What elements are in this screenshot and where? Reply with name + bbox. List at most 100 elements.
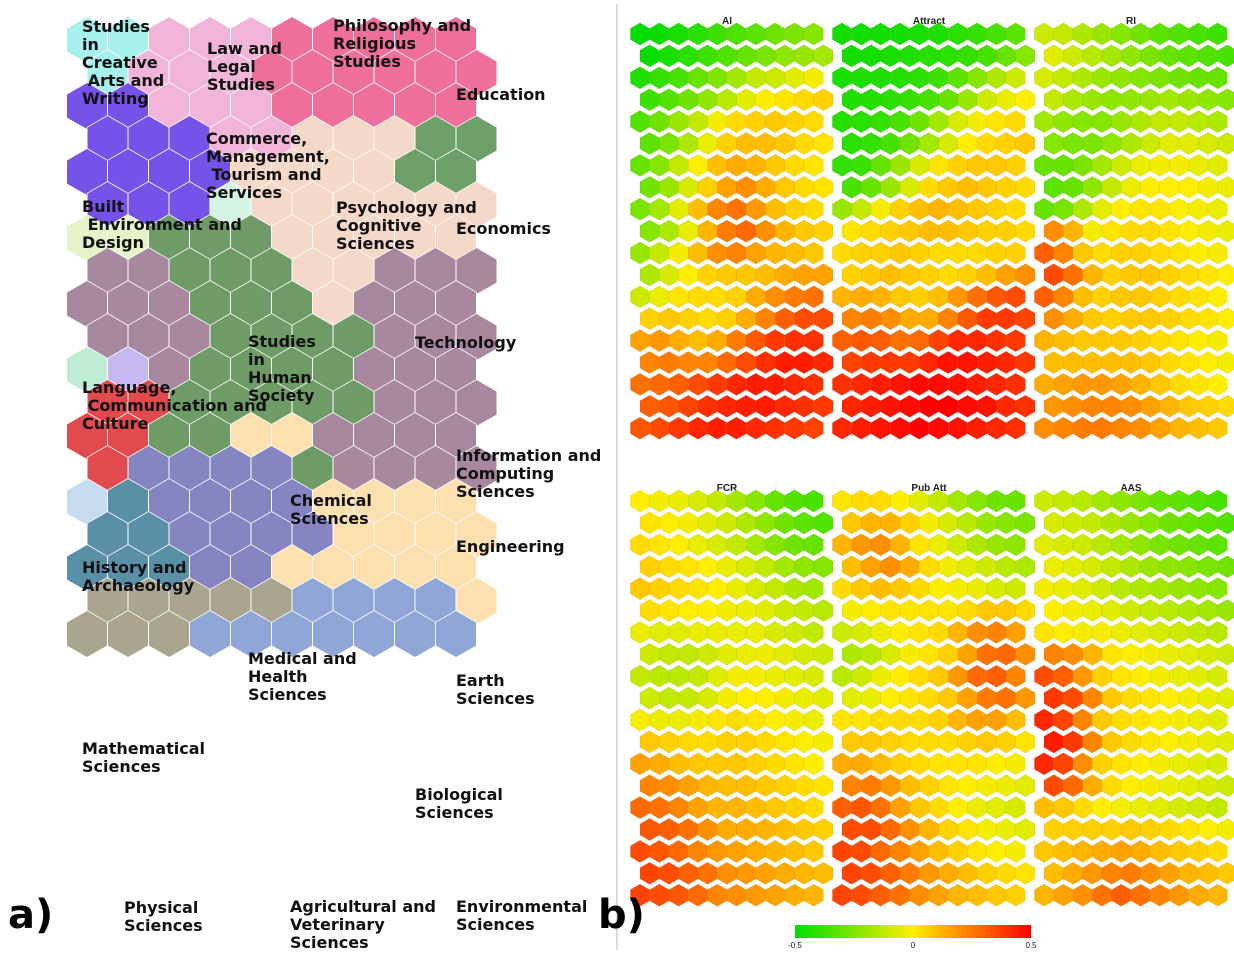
component-cell — [649, 241, 670, 265]
component-cell — [967, 110, 987, 133]
component-cell — [755, 175, 776, 199]
component-cell — [649, 110, 670, 133]
component-cell — [1005, 664, 1026, 688]
component-cell — [716, 44, 737, 68]
component-cell — [707, 664, 728, 688]
component-cell — [1188, 489, 1209, 513]
component-cell — [1149, 840, 1170, 863]
component-cell — [678, 511, 699, 535]
component-cell — [668, 883, 689, 907]
component-cell — [726, 752, 747, 776]
component-cell — [803, 577, 824, 600]
component-cell — [909, 110, 930, 133]
component-cell — [678, 132, 699, 155]
component-cell — [928, 329, 949, 352]
component-cell — [986, 154, 1007, 177]
component-cell — [1120, 730, 1141, 754]
component-cell — [947, 241, 968, 265]
component-cell — [1159, 307, 1180, 331]
component-cell — [1082, 44, 1103, 68]
component-cell — [1082, 861, 1103, 885]
component-cell — [909, 22, 930, 46]
component-cell — [1169, 416, 1189, 440]
component-cell — [861, 642, 881, 666]
component-cell — [1217, 861, 1234, 885]
component-cell — [967, 241, 987, 265]
component-cell — [1140, 44, 1161, 68]
component-cell — [861, 175, 881, 199]
component-cell — [899, 730, 920, 754]
component-cell — [1130, 621, 1151, 644]
component-cell — [957, 642, 978, 666]
component-cell — [880, 511, 901, 535]
component-cell — [1207, 373, 1228, 396]
component-cell — [1101, 555, 1122, 579]
component-cell — [765, 708, 785, 732]
component-cell — [668, 416, 689, 440]
component-cell — [784, 577, 805, 600]
component-cell — [1149, 110, 1170, 133]
component-plane: Pub Att — [832, 483, 1036, 907]
component-cell — [1188, 796, 1209, 819]
component-cell — [630, 577, 650, 600]
component-cell — [1034, 621, 1054, 644]
component-cell — [1034, 752, 1054, 776]
component-cell — [928, 840, 949, 863]
component-cell — [736, 774, 757, 798]
component-cell — [1217, 555, 1234, 579]
component-cell — [630, 197, 650, 221]
component-cell — [909, 197, 930, 221]
component-cell — [841, 599, 862, 622]
component-cell — [1034, 883, 1054, 907]
component-cell — [765, 796, 785, 819]
component-cell — [803, 840, 824, 863]
component-cell — [774, 861, 795, 885]
component-cell — [688, 66, 708, 90]
component-cell — [1169, 577, 1189, 600]
component-cell — [726, 416, 747, 440]
component-cell — [1198, 730, 1218, 754]
component-cell — [996, 861, 1016, 885]
component-cell — [1072, 416, 1093, 440]
component-cell — [1043, 511, 1064, 535]
component-cell — [928, 154, 949, 177]
component-cell — [1188, 197, 1209, 221]
cluster-labels: Studies in Creative Arts and Writing Law an… — [82, 16, 601, 952]
component-cell — [630, 373, 650, 396]
component-cell — [1053, 796, 1074, 819]
component-cell — [986, 621, 1007, 644]
component-cell — [1072, 664, 1093, 688]
component-cell — [1063, 394, 1083, 418]
component-cell — [736, 599, 757, 622]
component-cell — [1111, 241, 1132, 265]
component-cell — [697, 394, 718, 418]
component-cell — [1169, 197, 1189, 221]
component-cell — [1092, 66, 1112, 90]
component-cell — [1120, 642, 1141, 666]
component-cell — [890, 22, 910, 46]
component-cell — [832, 664, 852, 688]
component-cell — [1120, 686, 1141, 710]
component-cell — [967, 840, 987, 863]
component-cell — [1188, 66, 1209, 90]
component-cell — [870, 197, 891, 221]
component-cell — [1043, 132, 1064, 155]
component-cell — [716, 555, 737, 579]
component-cell — [1178, 175, 1199, 199]
component-cell — [909, 241, 930, 265]
component-cell — [803, 110, 824, 133]
component-cell — [1120, 44, 1141, 68]
component-cell — [784, 66, 805, 90]
component-cell — [1178, 511, 1199, 535]
component-cell — [630, 66, 650, 90]
component-cell — [745, 197, 766, 221]
component-cell — [1217, 88, 1234, 112]
component-cell — [1082, 730, 1103, 754]
component-cell — [1005, 840, 1026, 863]
component-cell — [899, 263, 920, 287]
component-cell — [880, 175, 901, 199]
component-cell — [736, 44, 757, 68]
component-cell — [938, 642, 959, 666]
component-cell — [1140, 642, 1161, 666]
component-cell — [1101, 642, 1122, 666]
